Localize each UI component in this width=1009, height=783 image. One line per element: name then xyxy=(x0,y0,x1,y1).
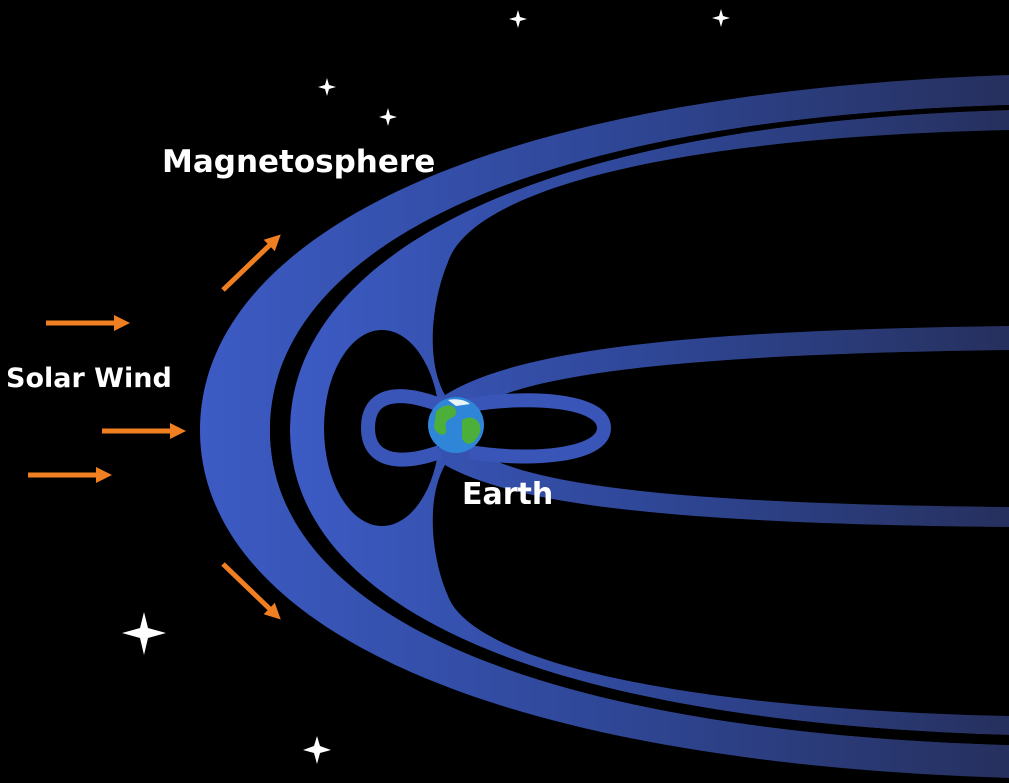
left-loop xyxy=(360,389,443,467)
right-loop xyxy=(468,393,612,464)
tail-void xyxy=(470,350,1009,507)
solar-wind-label: Solar Wind xyxy=(6,363,172,394)
lower-void xyxy=(432,465,1009,716)
upper-void xyxy=(432,130,1009,395)
magnetosphere-label: Magnetosphere xyxy=(162,144,435,180)
earth-label: Earth xyxy=(462,477,553,512)
earth xyxy=(428,397,484,453)
cusp-hole xyxy=(324,330,440,526)
stars xyxy=(122,9,730,764)
solar-wind-arrows xyxy=(28,234,281,620)
